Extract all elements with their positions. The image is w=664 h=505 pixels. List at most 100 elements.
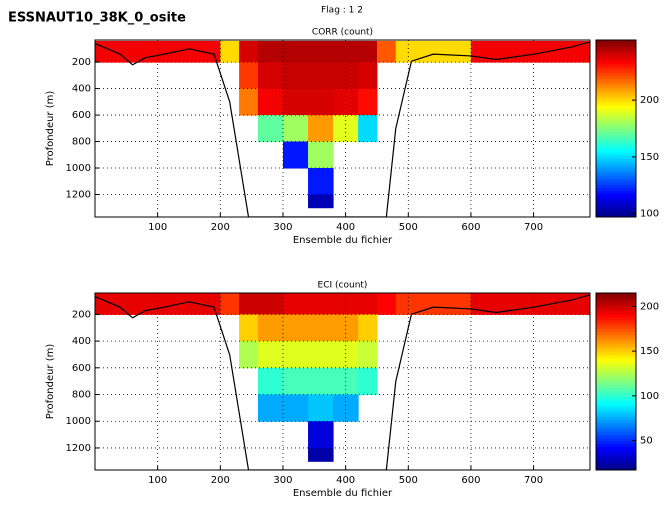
colorbar-strip [596,443,636,447]
cell [308,62,334,90]
colorbar-strip [596,51,636,56]
seafloor [95,294,590,470]
colorbar-strip [596,48,636,53]
y-tick-label: 600 [72,363,91,374]
cell [308,394,334,422]
colorbar-strip [596,455,636,459]
cell [257,341,284,369]
colorbar-strip [596,66,636,70]
colorbar-strip [596,104,636,109]
colorbar-frame [595,39,637,218]
y-tick-label: 800 [72,137,91,148]
cell [282,314,309,342]
cell [257,394,284,422]
colorbar-strip [596,366,636,371]
x-tick-label: 700 [524,222,543,233]
colorbar-tick-label: 50 [640,436,653,447]
colorbar-strip [596,346,636,350]
colorbar-strip [596,304,636,309]
cell [308,341,334,369]
colorbar-strip [596,134,636,138]
colorbar-strip [596,325,636,329]
cell [333,293,359,315]
colorbar-strip [596,446,636,450]
cell [282,115,309,143]
colorbar-strip [596,149,636,153]
colorbar-strip [596,354,636,359]
colorbar-strip [596,293,636,297]
colorbar-strip [596,301,636,306]
colorbar-strip [596,378,636,382]
colorbar-strip [596,319,636,323]
cell [282,40,309,63]
colorbar-strip [596,42,636,47]
cell [257,293,284,315]
colorbar-strip [596,434,636,439]
colorbar-strip [596,93,636,97]
colorbar-strip [596,101,636,106]
colorbar-strip [596,413,636,418]
y-axis-label: Profondeur (m) [45,344,56,420]
cell [358,293,378,315]
heatmap [95,293,590,470]
cell [308,88,334,116]
y-tick-label: 400 [72,336,91,347]
colorbar-strip [596,137,636,141]
colorbar-strip [596,87,636,91]
x-tick-label: 700 [524,475,543,486]
cell [257,62,284,90]
colorbar-strip [596,214,636,218]
colorbar-strip [596,84,636,88]
seafloor [95,41,590,217]
cell [376,40,397,63]
y-tick-label: 200 [72,57,91,68]
colorbar-strip [596,369,636,374]
colorbar-strip [596,199,636,203]
colorbar-strip [596,169,636,174]
cell [358,367,378,396]
cell [239,62,259,90]
colorbar-strip [596,375,636,380]
cell [395,40,472,63]
colorbar-strip [596,184,636,188]
colorbar-strip [596,90,636,94]
colorbar-strip [596,402,636,406]
x-tick-label: 300 [273,222,292,233]
cell [282,293,309,315]
colorbar-strip [596,190,636,194]
colorbar-strip [596,208,636,212]
page-title: ESSNAUT10_38K_0_osite [8,11,186,26]
x-tick-label: 200 [211,475,230,486]
colorbar-strip [596,440,636,444]
colorbar-tick-label: 100 [640,209,659,220]
colorbar-strip [596,175,636,180]
cell [282,341,309,369]
y-tick-label: 1200 [66,189,91,200]
colorbar-strip [596,416,636,421]
colorbar-strip [596,372,636,377]
colorbar-strip [596,340,636,344]
colorbar-strip [596,40,636,44]
colorbar-strip [596,205,636,209]
panel-title: CORR (count) [312,28,373,38]
cell [239,314,259,342]
colorbar-strip [596,422,636,427]
colorbar-strip [596,143,636,147]
colorbar-strip [596,357,636,362]
cell [257,40,284,63]
colorbar-strip [596,110,636,115]
cell [308,115,334,143]
colorbar-strip [596,125,636,129]
heatmap [95,40,590,217]
colorbar-strip [596,131,636,135]
x-tick-label: 400 [336,475,355,486]
y-tick-label: 1200 [66,443,91,454]
colorbar-strip [596,295,636,300]
cell [358,314,378,342]
cell [282,88,309,116]
colorbar-strip [596,202,636,206]
cell [282,394,309,422]
cell [239,40,259,63]
cell [257,115,284,143]
colorbar-strip [596,96,636,100]
